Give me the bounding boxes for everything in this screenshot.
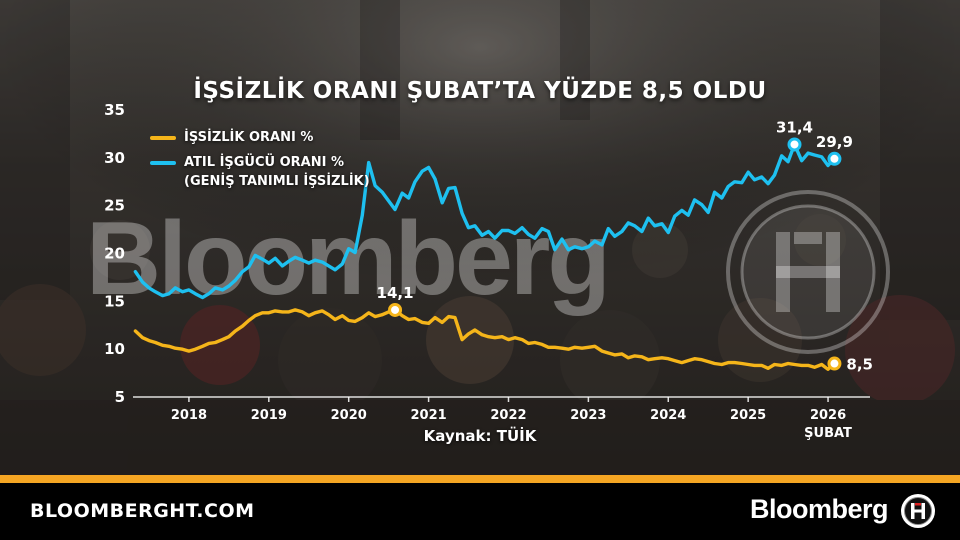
x-tick-sublabel: ŞUBAT: [804, 426, 852, 441]
y-tick-label: 25: [104, 197, 125, 215]
annotation-marker: [787, 137, 802, 152]
y-tick-label: 20: [104, 245, 125, 263]
accent-bar: [0, 475, 960, 483]
footer: BLOOMBERGHT.COM Bloomberg: [0, 483, 960, 540]
y-tick-label: 35: [104, 101, 125, 119]
legend-item-underutilization: ATIL İŞGÜCÜ ORANI % (GENİŞ TANIMLI İŞSİZ…: [150, 153, 370, 191]
y-tick-label: 5: [115, 388, 125, 406]
x-tick-label: 2018: [171, 408, 207, 423]
crowd-background: [0, 0, 960, 475]
bloomberg-watermark: Bloomberg: [86, 201, 611, 317]
annotation-label: 29,9: [816, 133, 853, 151]
legend-label: ATIL İŞGÜCÜ ORANI %: [184, 155, 345, 170]
legend-label-sub: (GENİŞ TANIMLI İŞSİZLİK): [184, 174, 370, 189]
legend-label-group: ATIL İŞGÜCÜ ORANI % (GENİŞ TANIMLI İŞSİZ…: [184, 153, 370, 191]
annotation-label: 14,1: [377, 284, 414, 302]
legend-label: İŞSİZLİK ORANI %: [184, 130, 314, 145]
legend-swatch: [150, 161, 176, 165]
x-tick-label: 2019: [251, 408, 287, 423]
x-tick-label: 2020: [331, 408, 367, 423]
x-tick-label: 2023: [570, 408, 606, 423]
annotation-marker: [388, 302, 403, 317]
bloomberg-logo: Bloomberg: [749, 494, 889, 524]
legend-swatch: [150, 136, 176, 140]
chart-title: İŞSİZLİK ORANI ŞUBAT’TA YÜZDE 8,5 OLDU: [193, 78, 767, 104]
annotation-label: 31,4: [776, 118, 813, 136]
plot-area: [133, 142, 837, 371]
website-link[interactable]: BLOOMBERGHT.COM: [30, 500, 255, 522]
legend: İŞSİZLİK ORANI % ATIL İŞGÜCÜ ORANI % (GE…: [150, 128, 370, 197]
annotation-label: 8,5: [846, 356, 873, 374]
y-tick-label: 30: [104, 149, 125, 167]
series-line-underutilization: [133, 142, 837, 300]
annotations: 14,1 8,5 31,429,9: [377, 118, 873, 373]
annotation-marker: [827, 356, 842, 371]
source-note: Kaynak: TÜİK: [423, 427, 537, 445]
ht-watermark-icon: [726, 190, 890, 354]
x-axis: 2018 2019 2020 2021 2022 2023 2024 2025 2026 ŞUBA…: [171, 397, 852, 441]
x-tick-label: 2024: [650, 408, 686, 423]
x-tick-label: 2021: [410, 408, 446, 423]
x-tick-label: 2022: [490, 408, 526, 423]
ht-logo-icon: [901, 494, 935, 528]
series-line-unemployment: [133, 308, 837, 371]
y-tick-label: 10: [104, 340, 125, 358]
y-tick-label: 15: [104, 292, 125, 310]
x-tick-label: 2026: [810, 408, 846, 423]
x-tick-label: 2025: [730, 408, 766, 423]
y-axis: 5 10 15 20 25 30 35: [104, 101, 870, 406]
annotation-marker: [827, 151, 842, 166]
legend-item-unemployment: İŞSİZLİK ORANI %: [150, 128, 370, 147]
